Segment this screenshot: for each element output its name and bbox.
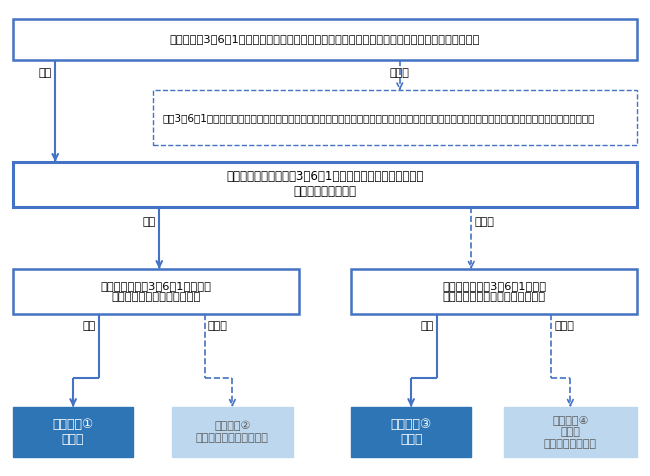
Text: いいえ: いいえ bbox=[390, 68, 410, 78]
Text: はい: はい bbox=[143, 217, 156, 228]
Text: いいえ: いいえ bbox=[554, 321, 575, 331]
FancyBboxPatch shape bbox=[13, 269, 299, 314]
Text: その営業は現在（令和3年6月1日以前）法に基づく営業許可
の対象業種ですか？: その営業は現在（令和3年6月1日以前）法に基づく営業許可 の対象業種ですか？ bbox=[226, 170, 424, 198]
Text: はい: はい bbox=[39, 68, 52, 78]
Text: はい: はい bbox=[83, 321, 96, 331]
FancyBboxPatch shape bbox=[13, 162, 637, 207]
FancyBboxPatch shape bbox=[172, 407, 292, 457]
FancyBboxPatch shape bbox=[13, 19, 637, 59]
Text: パターン④
要届出
（又は届出不要）: パターン④ 要届出 （又は届出不要） bbox=[544, 416, 597, 448]
FancyBboxPatch shape bbox=[351, 407, 471, 457]
Text: 現在（令和3年6月1日以前）食品の製造・加工・販売・調理等の何らかの営業を行っていますか？: 現在（令和3年6月1日以前）食品の製造・加工・販売・調理等の何らかの営業を行って… bbox=[170, 34, 480, 44]
Text: その営業は令和3年6月1日以降
新たに許可が必要となりますか？: その営業は令和3年6月1日以降 新たに許可が必要となりますか？ bbox=[442, 281, 546, 302]
FancyBboxPatch shape bbox=[504, 407, 637, 457]
Text: はい: はい bbox=[421, 321, 434, 331]
Text: パターン③
要許可: パターン③ 要許可 bbox=[391, 418, 432, 446]
Text: いいえ: いいえ bbox=[208, 321, 227, 331]
Text: 令和3年6月1日以降に新たに営業を開始する場合は経過措置の対象になりません。営業開始までに新制度に基づく営業許可又は届出が必要となります。: 令和3年6月1日以降に新たに営業を開始する場合は経過措置の対象になりません。営業… bbox=[162, 113, 595, 123]
FancyBboxPatch shape bbox=[13, 407, 133, 457]
Text: パターン①
要許可: パターン① 要許可 bbox=[53, 418, 94, 446]
FancyBboxPatch shape bbox=[153, 90, 637, 145]
FancyBboxPatch shape bbox=[351, 269, 637, 314]
Text: その営業は令和3年6月1日以降も
引き続き許可が必要ですか？: その営業は令和3年6月1日以降も 引き続き許可が必要ですか？ bbox=[101, 281, 211, 302]
Text: いいえ: いいえ bbox=[474, 217, 495, 228]
Text: パターン②
届出に移行（みなし届）: パターン② 届出に移行（みなし届） bbox=[196, 421, 269, 443]
